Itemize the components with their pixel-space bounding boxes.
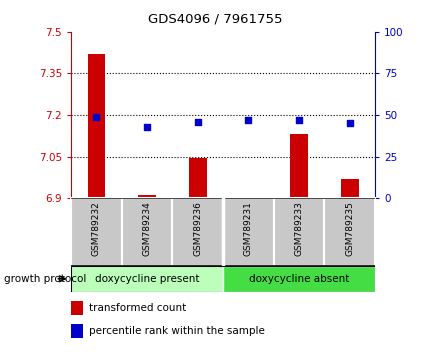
Bar xyxy=(138,195,156,198)
Bar xyxy=(87,54,105,198)
Text: percentile rank within the sample: percentile rank within the sample xyxy=(89,326,264,336)
Bar xyxy=(172,198,223,266)
Bar xyxy=(71,266,223,292)
Bar xyxy=(188,158,206,198)
Point xyxy=(143,124,150,130)
Bar xyxy=(223,266,374,292)
Point xyxy=(295,117,302,123)
Bar xyxy=(223,198,273,266)
Text: transformed count: transformed count xyxy=(89,303,186,313)
Point xyxy=(244,117,251,123)
Text: GSM789235: GSM789235 xyxy=(344,202,353,257)
Text: doxycycline absent: doxycycline absent xyxy=(248,274,348,284)
Bar xyxy=(121,198,172,266)
Bar xyxy=(71,198,122,266)
Bar xyxy=(289,135,307,198)
Bar xyxy=(273,198,323,266)
Text: doxycycline present: doxycycline present xyxy=(95,274,199,284)
Text: GSM789233: GSM789233 xyxy=(294,202,303,257)
Point xyxy=(345,120,352,126)
Text: GDS4096 / 7961755: GDS4096 / 7961755 xyxy=(148,12,282,25)
Point xyxy=(194,119,201,125)
Bar xyxy=(340,179,358,198)
Bar xyxy=(71,324,82,338)
Text: GSM789231: GSM789231 xyxy=(243,202,252,257)
Text: GSM789232: GSM789232 xyxy=(92,202,101,256)
Text: GSM789236: GSM789236 xyxy=(193,202,202,257)
Point xyxy=(93,114,100,120)
Bar xyxy=(323,198,374,266)
Bar xyxy=(71,301,82,315)
Text: GSM789234: GSM789234 xyxy=(142,202,151,256)
Text: growth protocol: growth protocol xyxy=(4,274,86,284)
